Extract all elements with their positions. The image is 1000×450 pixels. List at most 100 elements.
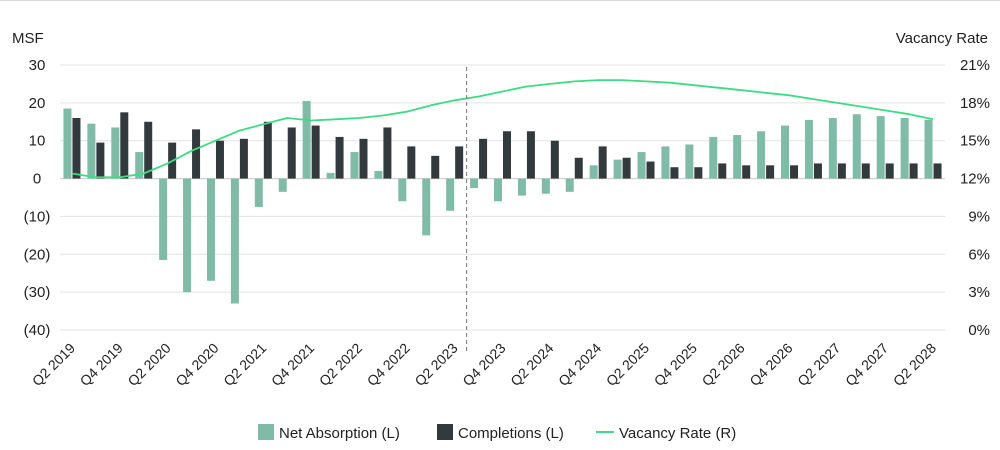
net-absorption-bar: [804, 119, 813, 179]
net-absorption-bar: [661, 146, 670, 179]
completions-bar: [120, 112, 129, 179]
completions-bar: [622, 157, 631, 179]
x-tick-label: Q2 2024: [507, 340, 556, 389]
net-absorption-bar: [733, 135, 742, 179]
right-tick-label: 9%: [968, 208, 990, 225]
left-tick-label: (30): [24, 284, 51, 301]
completions-bar: [670, 167, 679, 179]
net-absorption-bar: [159, 178, 168, 260]
net-absorption-bar: [781, 125, 790, 179]
net-absorption-bar: [900, 118, 909, 179]
net-absorption-bar: [828, 118, 837, 179]
net-absorption-bar: [398, 178, 407, 202]
x-tick-label: Q4 2022: [364, 340, 413, 389]
net-absorption-bar: [63, 108, 72, 179]
completions-bar: [646, 161, 655, 179]
completions-bar: [503, 131, 511, 179]
left-tick-label: (10): [24, 208, 51, 225]
completions-bar: [885, 163, 894, 179]
left-tick-label: (40): [24, 322, 51, 339]
net-absorption-bar: [302, 100, 311, 179]
left-tick-label: 10: [29, 133, 46, 150]
right-tick-label: 6%: [968, 246, 990, 263]
completions-bar: [335, 136, 344, 179]
completions-bar: [192, 129, 201, 179]
net-absorption-bar: [589, 165, 598, 179]
completions-bar: [861, 163, 870, 179]
x-tick-label: Q2 2028: [890, 340, 939, 389]
net-absorption-bar: [326, 172, 335, 179]
right-tick-label: 3%: [968, 284, 990, 301]
net-absorption-bar: [565, 178, 574, 192]
completions-bar: [598, 146, 607, 179]
x-tick-label: Q4 2025: [651, 340, 700, 389]
completions-bar: [311, 125, 320, 179]
completions-bar: [455, 146, 464, 179]
legend: Net Absorption (L) Completions (L) Vacancy…: [258, 424, 736, 442]
completions-bar: [407, 146, 416, 179]
net-absorption-bar: [494, 178, 502, 202]
completions-bar: [72, 118, 81, 179]
completions-bar: [574, 157, 583, 179]
net-absorption-bar: [87, 123, 96, 179]
completions-bar: [479, 138, 488, 179]
x-tick-label: Q2 2022: [316, 340, 365, 389]
completions-bar: [550, 140, 559, 179]
left-tick-label: (20): [24, 246, 51, 263]
legend-swatch-absorption: [258, 424, 274, 440]
net-absorption-bar: [470, 178, 479, 189]
completions-bar: [287, 127, 296, 179]
x-tick-label: Q4 2019: [77, 340, 126, 389]
completions-bar: [215, 140, 224, 179]
completions-bar: [837, 163, 846, 179]
x-tick-label: Q2 2027: [794, 340, 843, 389]
net-absorption-bar: [278, 178, 287, 192]
completions-bar: [790, 165, 799, 179]
net-absorption-bar: [876, 116, 885, 179]
x-tick-label: Q4 2024: [555, 340, 604, 389]
completions-bar: [359, 138, 368, 179]
left-axis-label: MSF: [12, 30, 44, 47]
vacancy-rate-line: [71, 79, 934, 179]
net-absorption-bar: [613, 159, 622, 179]
net-absorption-bar: [924, 119, 933, 179]
net-absorption-bar: [111, 127, 120, 179]
x-tick-label: Q2 2021: [220, 340, 269, 389]
net-absorption-bar: [422, 178, 431, 236]
right-tick-label: 15%: [960, 133, 990, 150]
completions-bar: [766, 165, 775, 179]
right-tick-label: 18%: [960, 95, 990, 112]
net-absorption-bar: [541, 178, 550, 194]
net-absorption-bar: [183, 178, 192, 293]
x-tick-label: Q4 2026: [746, 340, 795, 389]
net-absorption-bar: [517, 178, 526, 196]
right-tick-label: 0%: [968, 322, 990, 339]
left-tick-label: 30: [29, 57, 46, 74]
net-absorption-bar: [852, 114, 861, 179]
left-tick-label: 20: [29, 95, 46, 112]
completions-bar: [909, 163, 918, 179]
completions-bar: [742, 165, 751, 179]
gridlines: [60, 64, 945, 331]
completions-bar: [383, 127, 392, 179]
x-tick-label: Q4 2021: [268, 340, 317, 389]
completions-bar: [813, 163, 822, 179]
legend-swatch-completions: [437, 424, 453, 440]
net-absorption-bar: [135, 152, 144, 179]
vacancy-line-series: [71, 79, 934, 179]
net-absorption-bar: [757, 131, 766, 179]
x-tick-label: Q2 2020: [124, 340, 173, 389]
legend-label-absorption: Net Absorption (L): [279, 425, 400, 442]
net-absorption-bar: [350, 152, 359, 179]
x-tick-label: Q2 2026: [699, 340, 748, 389]
net-absorption-bar: [637, 152, 646, 179]
completions-bar: [694, 167, 703, 179]
left-axis-ticks: 30 20 10 0 (10) (20) (30) (40): [24, 57, 51, 339]
right-axis-ticks: 21% 18% 15% 12% 9% 6% 3% 0%: [960, 57, 990, 339]
net-absorption-bar: [206, 178, 215, 281]
right-tick-label: 12%: [960, 171, 990, 188]
completions-bar: [263, 121, 272, 179]
x-tick-label: Q2 2023: [411, 340, 460, 389]
